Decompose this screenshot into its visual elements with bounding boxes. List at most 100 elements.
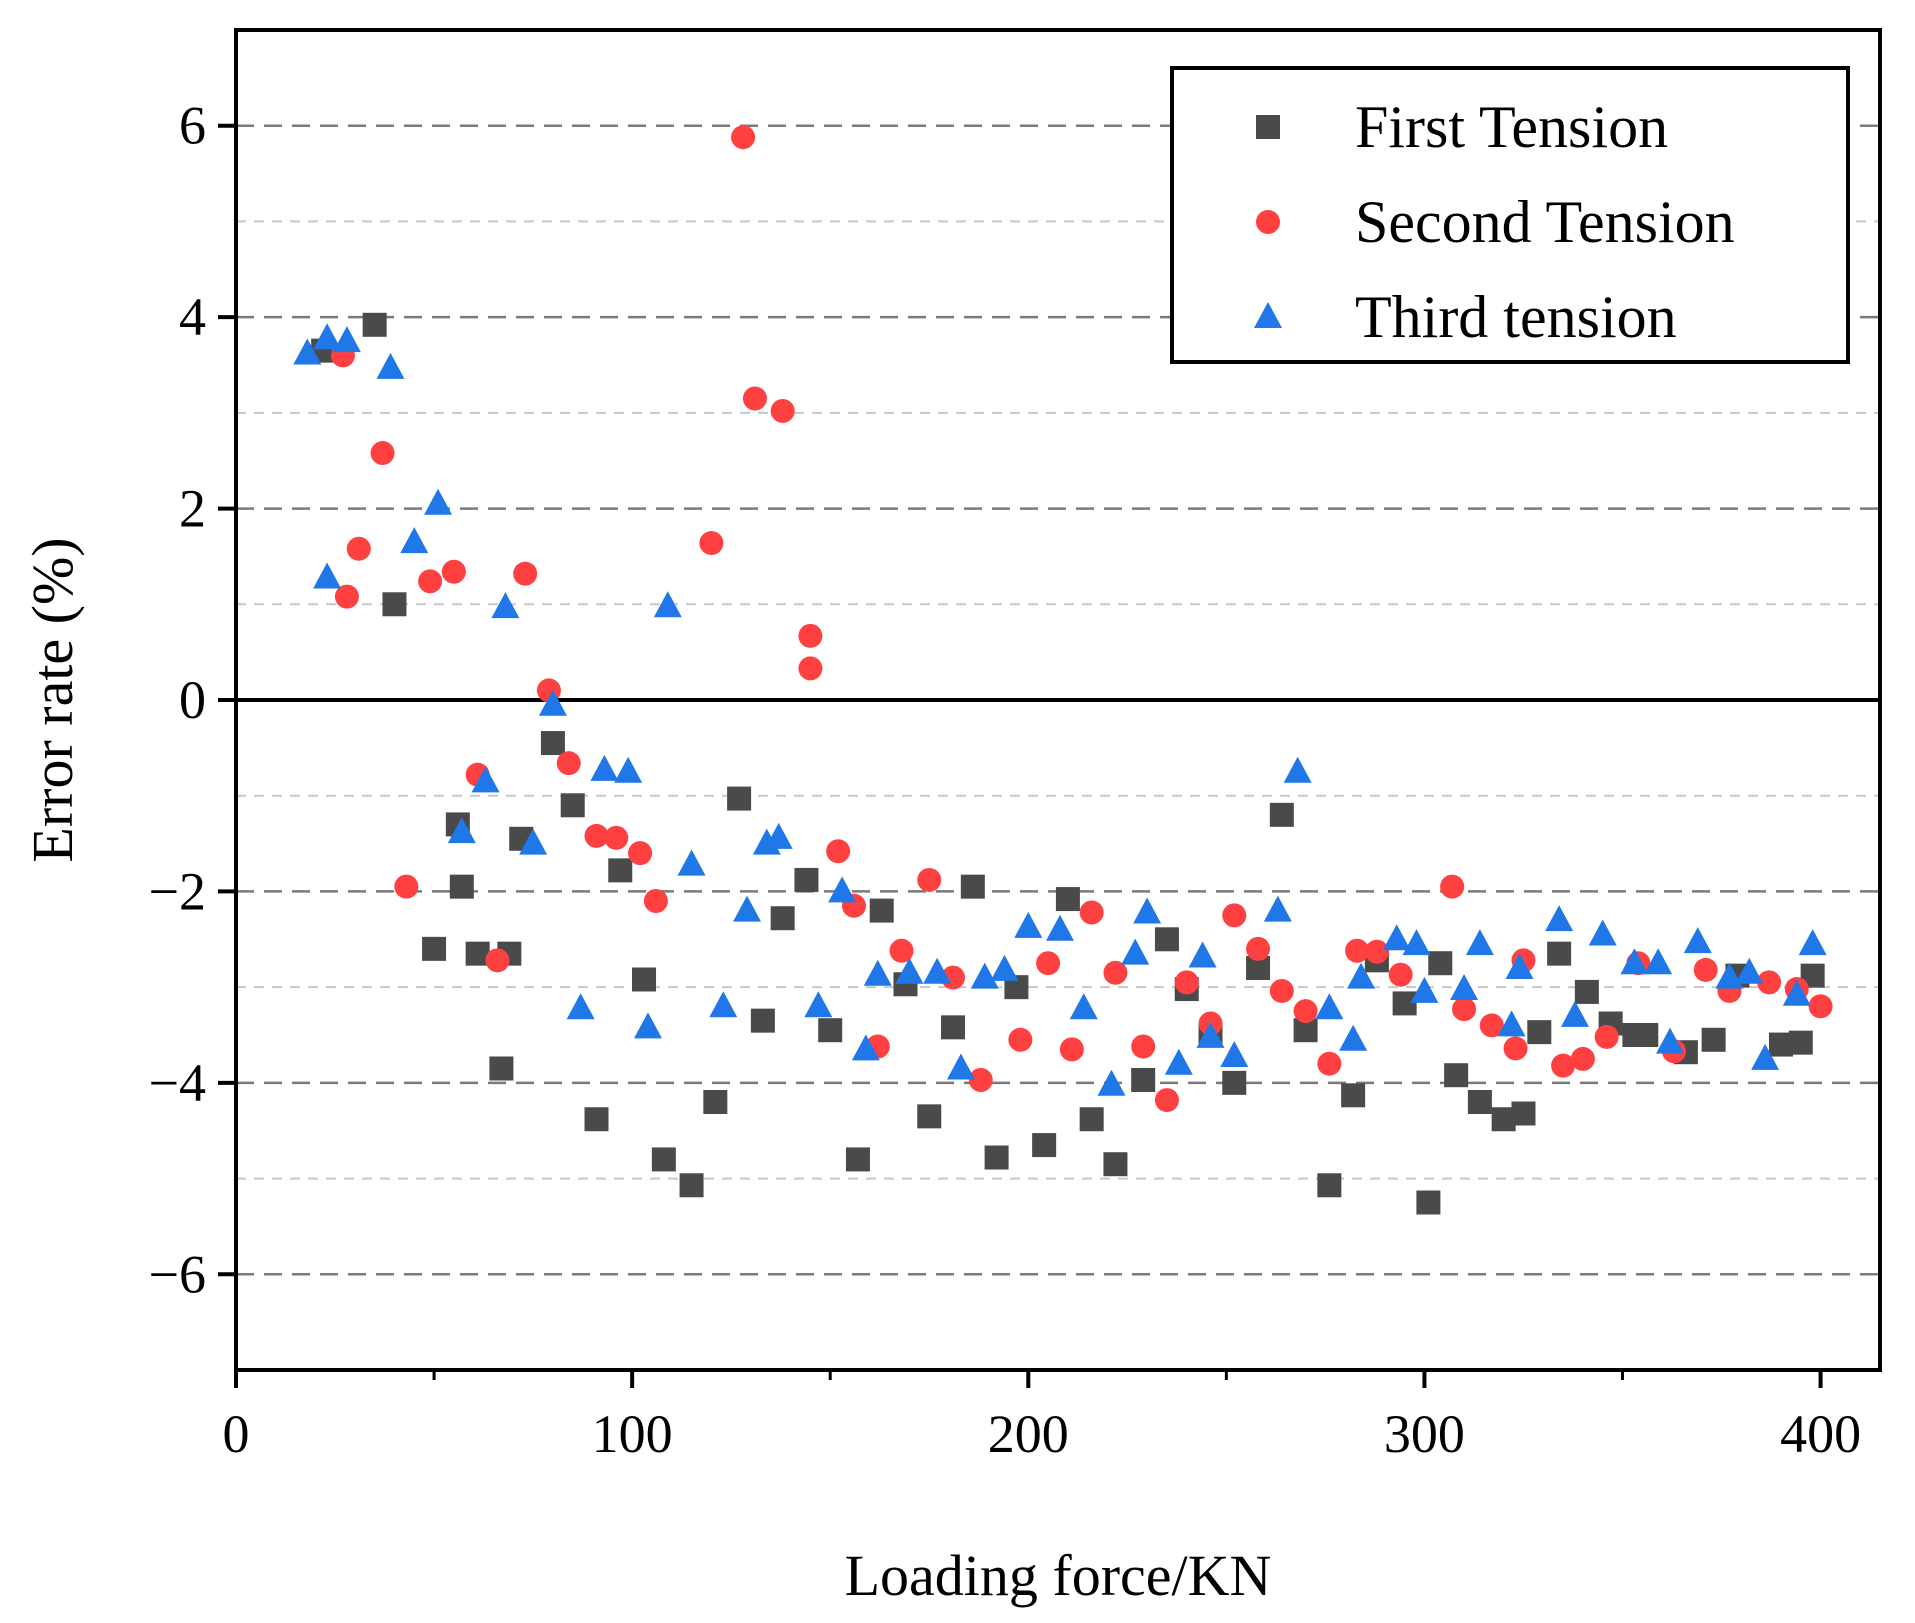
data-point [1196,1021,1225,1048]
y-tick-label: −6 [149,1244,206,1304]
data-point [1693,957,1718,982]
data-point [1701,1027,1726,1052]
data-point [566,993,595,1020]
data-point [1402,929,1431,956]
series-third-tension [293,323,1827,1096]
x-tick-label: 0 [223,1404,250,1464]
data-point [889,938,914,963]
x-tick-label: 100 [592,1404,673,1464]
legend-label: Second Tension [1355,189,1735,255]
data-point [1069,993,1098,1020]
data-point [990,954,1019,981]
data-point [513,561,538,586]
y-tick-label: −4 [149,1053,206,1113]
ticks-layer: 0 100 200 300 400 −6 −4 −2 0 2 4 6 [149,96,1862,1464]
data-point [376,352,405,379]
data-point [733,895,762,922]
data-point [1174,970,1199,995]
data-point [1188,941,1217,968]
data-point [1798,929,1827,956]
data-points-layer [293,125,1833,1215]
data-point [1547,941,1572,966]
data-point [818,1018,843,1043]
data-point [653,591,682,618]
data-point [946,1053,975,1080]
y-tick-label: 4 [179,287,206,347]
data-point [604,825,629,850]
data-point [590,754,619,781]
data-point [1467,1090,1492,1114]
data-point [1392,991,1417,1016]
data-point [441,559,466,584]
y-axis-label: Error rate (%) [20,537,85,862]
data-point [1315,993,1344,1020]
data-point [394,874,419,899]
data-point [1574,979,1599,1004]
data-point [941,1015,966,1040]
data-point [679,1173,704,1198]
data-point [1131,1067,1156,1092]
data-point [1382,924,1411,951]
data-point [332,326,361,353]
data-point [1594,1024,1619,1049]
data-point [727,786,752,811]
data-point [1097,1069,1126,1096]
x-tick-label: 200 [988,1404,1069,1464]
data-point [1014,911,1043,938]
data-point [1440,874,1465,899]
data-point [346,536,371,561]
data-point [1131,1034,1156,1059]
data-point [471,766,500,793]
data-point [1032,1133,1057,1158]
x-axis-label: Loading force/KN [845,1543,1272,1608]
data-point [608,858,633,883]
data-point [731,125,756,150]
data-point [628,841,653,866]
data-point [1079,1107,1104,1132]
data-point [313,323,342,350]
data-point [750,1008,775,1033]
y-tick-label: 6 [179,96,206,156]
legend-marker-square [1256,115,1280,139]
data-point [923,957,952,984]
data-point [828,876,857,903]
data-point [651,1147,676,1172]
data-point [334,584,359,609]
data-point [826,839,851,864]
legend-marker-circle [1256,210,1280,234]
data-point [1588,919,1617,946]
data-point [1103,960,1128,985]
data-point [1620,948,1649,975]
data-point [449,874,474,899]
data-point [400,527,429,554]
data-point [1222,903,1247,928]
data-point [418,569,443,594]
data-point [742,386,767,411]
data-point [1410,976,1439,1003]
y-tick-label: 0 [179,670,206,730]
data-point [1339,1024,1368,1051]
data-point [584,823,609,848]
data-point [917,1104,942,1129]
data-point [1364,939,1389,964]
data-point [764,822,793,849]
data-point [1511,1101,1536,1126]
data-point [424,488,453,515]
data-point [1416,1190,1441,1215]
data-point [1004,975,1029,1000]
data-point [633,1012,662,1039]
data-point [643,889,668,913]
legend-box [1170,66,1850,364]
data-point [960,874,985,899]
data-point [560,793,585,818]
data-point [1497,1010,1526,1037]
data-point [1751,1043,1780,1070]
legend-items: First Tension Second Tension Third tension [1254,94,1735,350]
data-point [1220,1041,1249,1068]
data-point [1452,997,1477,1022]
data-point [1154,927,1179,952]
data-point [709,991,738,1018]
data-point [1683,927,1712,954]
data-point [293,338,322,365]
